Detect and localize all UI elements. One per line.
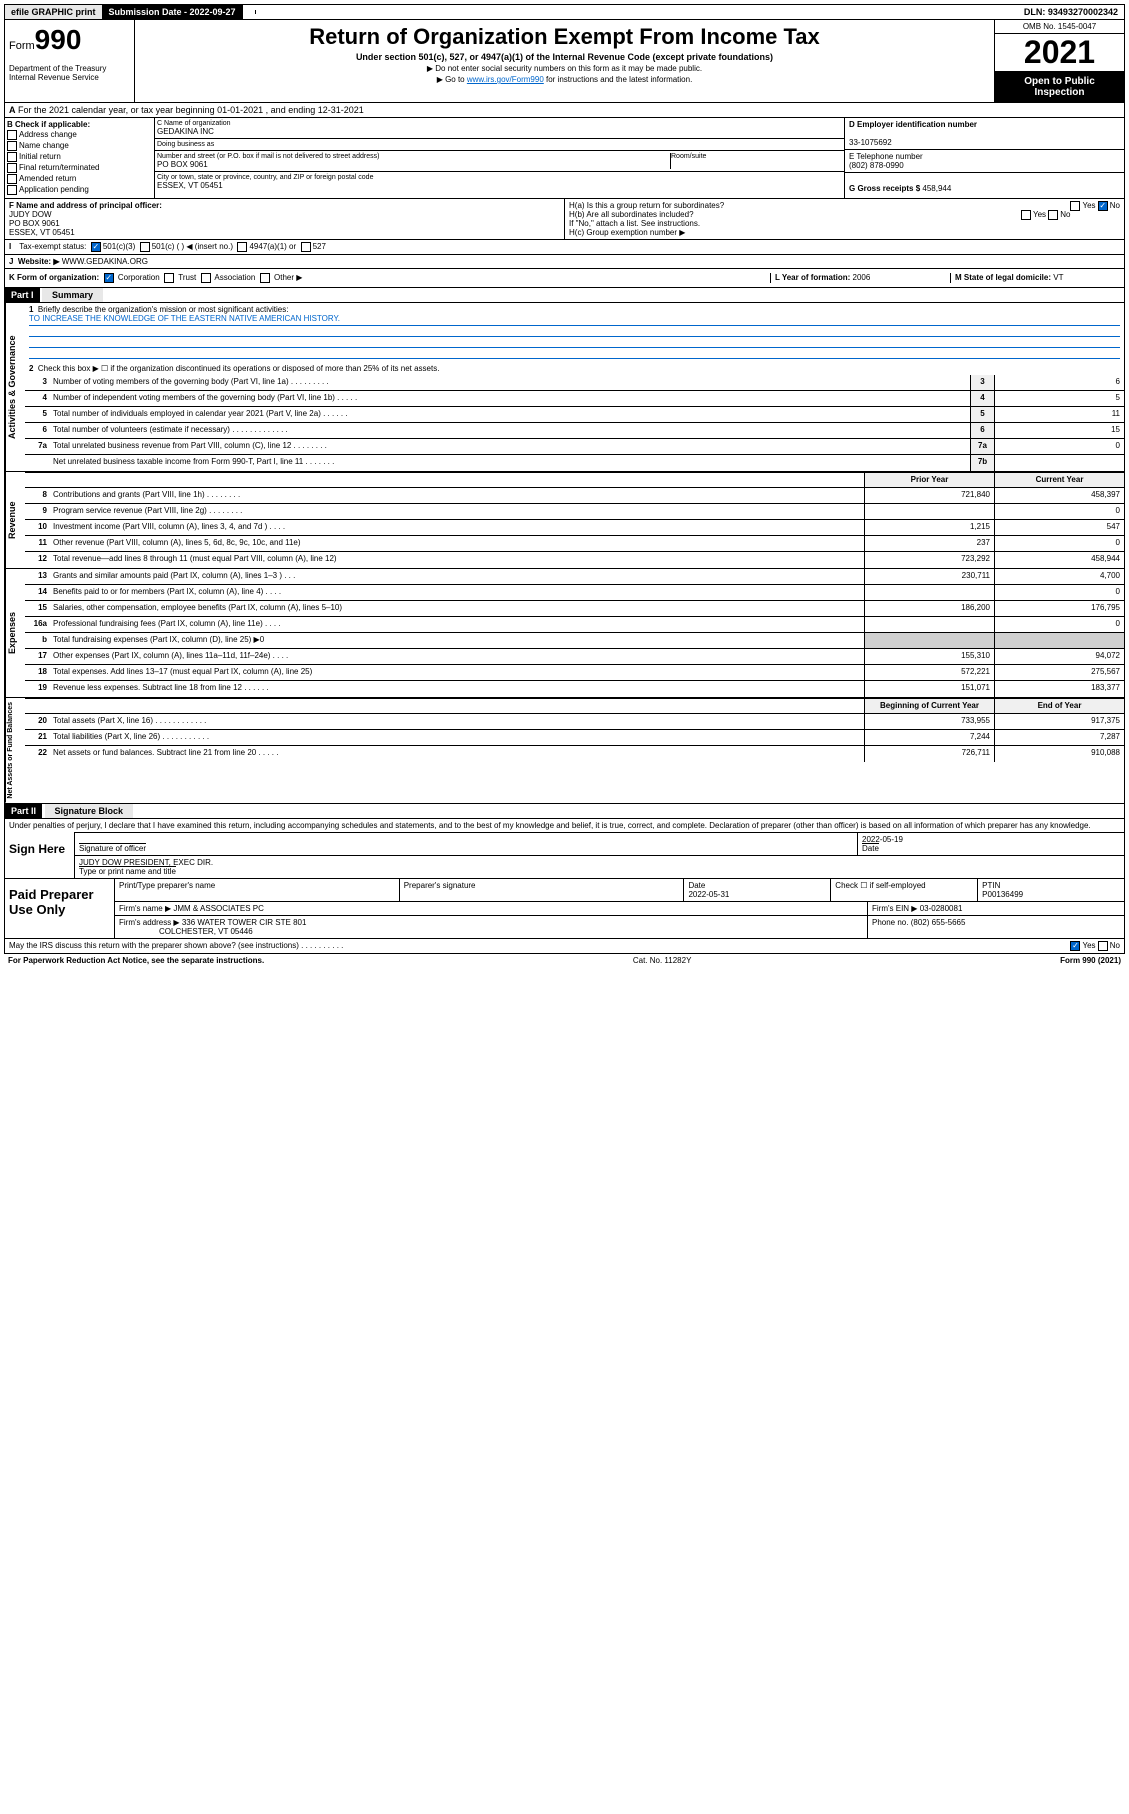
note-ssn: ▶ Do not enter social security numbers o… xyxy=(139,64,990,73)
summary-line: 22 Net assets or fund balances. Subtract… xyxy=(25,746,1124,762)
check-501c3[interactable]: ✓ xyxy=(91,242,101,252)
check-corp[interactable]: ✓ xyxy=(104,273,114,283)
summary-line: Net unrelated business taxable income fr… xyxy=(25,455,1124,471)
info-grid: B Check if applicable: Address change Na… xyxy=(4,118,1125,199)
col-begin: Beginning of Current Year xyxy=(864,699,994,713)
mission-text: TO INCREASE THE KNOWLEDGE OF THE EASTERN… xyxy=(29,314,1120,326)
paid-preparer: Paid Preparer Use Only Print/Type prepar… xyxy=(4,879,1125,939)
irs-link[interactable]: www.irs.gov/Form990 xyxy=(467,75,544,84)
website-row: J Website: ▶ WWW.GEDAKINA.ORG xyxy=(4,255,1125,269)
discuss-row: May the IRS discuss this return with the… xyxy=(4,939,1125,954)
col-end: End of Year xyxy=(994,699,1124,713)
summary-line: 21 Total liabilities (Part X, line 26) .… xyxy=(25,730,1124,746)
submission-date: Submission Date - 2022-09-27 xyxy=(103,5,243,19)
form-title: Return of Organization Exempt From Incom… xyxy=(139,24,990,50)
telephone: E Telephone number(802) 878-0990 xyxy=(845,150,1124,173)
discuss-yes[interactable]: ✓ xyxy=(1070,941,1080,951)
summary-line: 6 Total number of volunteers (estimate i… xyxy=(25,423,1124,439)
form-number: Form990 xyxy=(9,24,130,56)
col-prior: Prior Year xyxy=(864,473,994,487)
summary-line: 3 Number of voting members of the govern… xyxy=(25,375,1124,391)
footer: For Paperwork Reduction Act Notice, see … xyxy=(4,954,1125,967)
check-527[interactable] xyxy=(301,242,311,252)
summary-line: 14 Benefits paid to or for members (Part… xyxy=(25,585,1124,601)
ein: D Employer identification number33-10756… xyxy=(845,118,1124,150)
netassets-section: Net Assets or Fund Balances Beginning of… xyxy=(4,698,1125,804)
summary-line: 17 Other expenses (Part IX, column (A), … xyxy=(25,649,1124,665)
dba: Doing business as xyxy=(157,141,842,148)
summary-line: 7a Total unrelated business revenue from… xyxy=(25,439,1124,455)
part1-title: Summary xyxy=(42,288,103,302)
form-subtitle: Under section 501(c), 527, or 4947(a)(1)… xyxy=(139,52,990,62)
summary-line: 18 Total expenses. Add lines 13–17 (must… xyxy=(25,665,1124,681)
check-4947[interactable] xyxy=(237,242,247,252)
section-b: B Check if applicable: Address change Na… xyxy=(5,118,155,198)
activities-governance: Activities & Governance 1 Briefly descri… xyxy=(4,303,1125,472)
signature-block: Under penalties of perjury, I declare th… xyxy=(4,819,1125,879)
h-note: If "No," attach a list. See instructions… xyxy=(569,219,1120,228)
summary-line: 8 Contributions and grants (Part VIII, l… xyxy=(25,488,1124,504)
open-public: Open to Public Inspection xyxy=(995,72,1124,102)
side-label-rev: Revenue xyxy=(5,472,25,568)
org-name: C Name of organization GEDAKINA INC xyxy=(157,120,842,136)
summary-line: 9 Program service revenue (Part VIII, li… xyxy=(25,504,1124,520)
summary-line: 5 Total number of individuals employed i… xyxy=(25,407,1124,423)
top-bar: efile GRAPHIC print Submission Date - 20… xyxy=(4,4,1125,20)
form-header: Form990 Department of the Treasury Inter… xyxy=(4,20,1125,103)
check-amended[interactable]: Amended return xyxy=(7,174,152,184)
h-b: H(b) Are all subordinates included?Yes N… xyxy=(569,210,1120,219)
summary-line: b Total fundraising expenses (Part IX, c… xyxy=(25,633,1124,649)
side-label-gov: Activities & Governance xyxy=(5,303,25,471)
check-trust[interactable] xyxy=(164,273,174,283)
summary-line: 19 Revenue less expenses. Subtract line … xyxy=(25,681,1124,697)
omb-number: OMB No. 1545-0047 xyxy=(995,20,1124,34)
summary-line: 4 Number of independent voting members o… xyxy=(25,391,1124,407)
check-501c[interactable] xyxy=(140,242,150,252)
summary-line: 20 Total assets (Part X, line 16) . . . … xyxy=(25,714,1124,730)
col-current: Current Year xyxy=(994,473,1124,487)
room: Room/suite xyxy=(670,153,842,169)
street: Number and street (or P.O. box if mail i… xyxy=(157,153,670,169)
city: City or town, state or province, country… xyxy=(157,174,842,190)
check-name[interactable]: Name change xyxy=(7,141,152,151)
h-c: H(c) Group exemption number ▶ xyxy=(569,228,1120,237)
expenses-section: Expenses 13 Grants and similar amounts p… xyxy=(4,569,1125,698)
gross-receipts: G Gross receipts $ 458,944 xyxy=(845,173,1124,195)
tax-status-row: I Tax-exempt status: ✓ 501(c)(3) 501(c) … xyxy=(4,240,1125,255)
note-link: ▶ Go to www.irs.gov/Form990 for instruct… xyxy=(139,75,990,84)
part1-header: Part I xyxy=(5,288,40,302)
officer-row: F Name and address of principal officer:… xyxy=(4,199,1125,240)
h-a: H(a) Is this a group return for subordin… xyxy=(569,201,1120,210)
section-a: A For the 2021 calendar year, or tax yea… xyxy=(4,103,1125,118)
summary-line: 11 Other revenue (Part VIII, column (A),… xyxy=(25,536,1124,552)
check-final[interactable]: Final return/terminated xyxy=(7,163,152,173)
sig-intro: Under penalties of perjury, I declare th… xyxy=(5,819,1124,832)
summary-line: 13 Grants and similar amounts paid (Part… xyxy=(25,569,1124,585)
side-label-exp: Expenses xyxy=(5,569,25,697)
check-other[interactable] xyxy=(260,273,270,283)
part2-title: Signature Block xyxy=(45,804,134,818)
k-row: K Form of organization: ✓ Corporation Tr… xyxy=(4,269,1125,288)
summary-line: 16a Professional fundraising fees (Part … xyxy=(25,617,1124,633)
part2-header: Part II xyxy=(5,804,42,818)
dln: DLN: 93493270002342 xyxy=(1018,5,1124,19)
side-label-net: Net Assets or Fund Balances xyxy=(5,698,25,803)
paid-preparer-label: Paid Preparer Use Only xyxy=(5,879,115,938)
check-initial[interactable]: Initial return xyxy=(7,152,152,162)
revenue-section: Revenue Prior Year Current Year 8 Contri… xyxy=(4,472,1125,569)
check-address[interactable]: Address change xyxy=(7,130,152,140)
check-assoc[interactable] xyxy=(201,273,211,283)
check-pending[interactable]: Application pending xyxy=(7,185,152,195)
summary-line: 12 Total revenue—add lines 8 through 11 … xyxy=(25,552,1124,568)
dept-treasury: Department of the Treasury Internal Reve… xyxy=(9,64,130,82)
tax-year: 2021 xyxy=(995,34,1124,72)
efile-print-button[interactable]: efile GRAPHIC print xyxy=(5,5,103,19)
summary-line: 15 Salaries, other compensation, employe… xyxy=(25,601,1124,617)
sign-here: Sign Here xyxy=(5,832,75,878)
discuss-no[interactable] xyxy=(1098,941,1108,951)
summary-line: 10 Investment income (Part VIII, column … xyxy=(25,520,1124,536)
